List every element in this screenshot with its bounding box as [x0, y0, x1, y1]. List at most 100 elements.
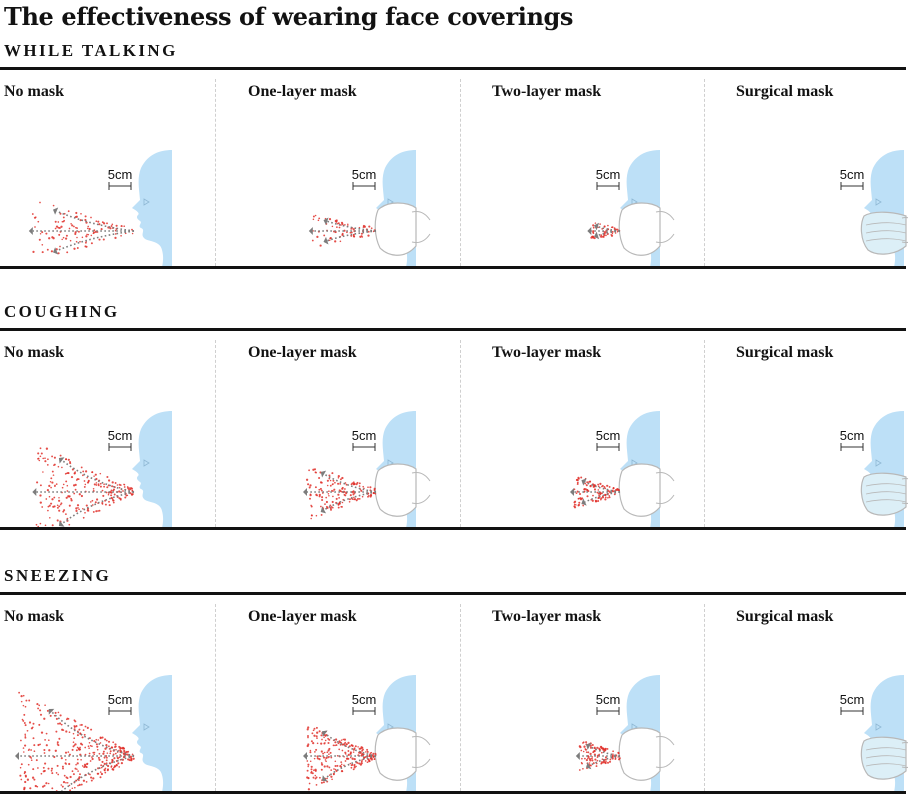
droplet: [95, 738, 98, 741]
droplet: [579, 745, 582, 749]
droplet: [116, 484, 119, 486]
droplet: [311, 732, 314, 735]
droplet: [611, 757, 614, 760]
droplet: [75, 479, 78, 481]
droplet: [319, 487, 322, 490]
droplet: [56, 519, 59, 522]
droplet: [310, 504, 312, 507]
droplet: [73, 247, 76, 250]
droplet: [43, 752, 46, 754]
droplet: [338, 748, 341, 751]
droplet: [123, 225, 126, 228]
droplet: [355, 483, 358, 486]
mask-ear-loop: [411, 736, 431, 746]
droplet: [64, 762, 67, 765]
droplet: [94, 473, 97, 476]
droplet: [329, 751, 332, 754]
droplet: [103, 762, 106, 765]
mask-body: [374, 727, 417, 781]
droplet: [65, 480, 68, 483]
scale-bar-label: 5cm: [352, 428, 377, 443]
droplet: [66, 718, 68, 721]
droplet: [103, 768, 106, 772]
arrow-head-icon: [28, 227, 33, 235]
droplet: [72, 732, 75, 735]
panel-one-layer-mask: One-layer mask 5cm: [244, 331, 471, 527]
droplet: [103, 756, 106, 759]
droplet: [334, 738, 338, 741]
droplet: [612, 754, 614, 757]
droplet: [575, 492, 578, 495]
droplet: [42, 770, 45, 773]
droplet: [81, 236, 84, 239]
droplet: [131, 753, 134, 756]
droplet: [307, 483, 310, 486]
droplet: [604, 493, 607, 496]
droplet: [37, 457, 40, 460]
droplet: [352, 228, 355, 231]
droplet: [328, 474, 331, 477]
droplet: [612, 753, 614, 756]
droplet: [316, 757, 319, 760]
droplet: [591, 743, 594, 747]
droplet: [611, 230, 614, 233]
droplet: [307, 763, 310, 766]
droplet: [41, 785, 45, 788]
droplet: [46, 709, 49, 712]
droplet: [339, 240, 342, 243]
droplet: [326, 751, 329, 754]
droplet: [312, 729, 315, 732]
droplet: [100, 772, 104, 776]
droplet: [54, 711, 57, 714]
droplet: [24, 736, 27, 739]
mask-ear-loop: [655, 758, 675, 768]
droplet-cloud: [306, 726, 377, 791]
head-silhouette: [132, 150, 172, 266]
panel-no-mask: No mask 5cm: [0, 70, 227, 266]
droplet: [120, 761, 124, 765]
droplet: [68, 753, 71, 756]
droplet: [67, 495, 70, 498]
droplet: [116, 756, 119, 759]
droplet: [596, 491, 599, 494]
droplet: [39, 494, 42, 497]
droplet: [32, 722, 35, 725]
droplet: [349, 756, 352, 759]
droplet: [589, 480, 592, 483]
droplet: [320, 762, 323, 764]
droplet: [57, 722, 60, 725]
droplet: [353, 747, 356, 750]
mask-body: [618, 463, 661, 517]
droplet: [329, 507, 332, 510]
spray-arrow-line: [584, 491, 621, 503]
droplet: [601, 496, 605, 499]
droplet: [99, 472, 102, 475]
panel-illustration: 5cm: [570, 411, 675, 527]
droplet: [112, 488, 116, 491]
droplet: [47, 782, 50, 785]
droplet: [80, 783, 83, 786]
droplet: [323, 742, 326, 745]
head-silhouette: [132, 411, 172, 527]
droplet: [601, 492, 603, 495]
droplet: [110, 765, 113, 767]
droplet: [67, 210, 70, 213]
section-label: SNEEZING: [4, 566, 112, 585]
scale-bar: 5cm: [840, 167, 864, 190]
droplet: [586, 489, 589, 491]
droplet: [41, 243, 44, 246]
mask-ear-loop: [411, 472, 431, 482]
droplet: [24, 724, 27, 727]
droplet: [39, 447, 42, 450]
droplet: [122, 752, 125, 755]
droplet: [58, 737, 61, 740]
droplet: [583, 745, 586, 748]
droplet: [89, 760, 92, 762]
droplet: [357, 497, 359, 500]
droplet: [334, 240, 337, 243]
droplet: [50, 502, 53, 505]
droplet: [577, 498, 580, 500]
droplet: [32, 250, 35, 254]
droplet: [95, 484, 98, 486]
droplet: [592, 494, 594, 497]
